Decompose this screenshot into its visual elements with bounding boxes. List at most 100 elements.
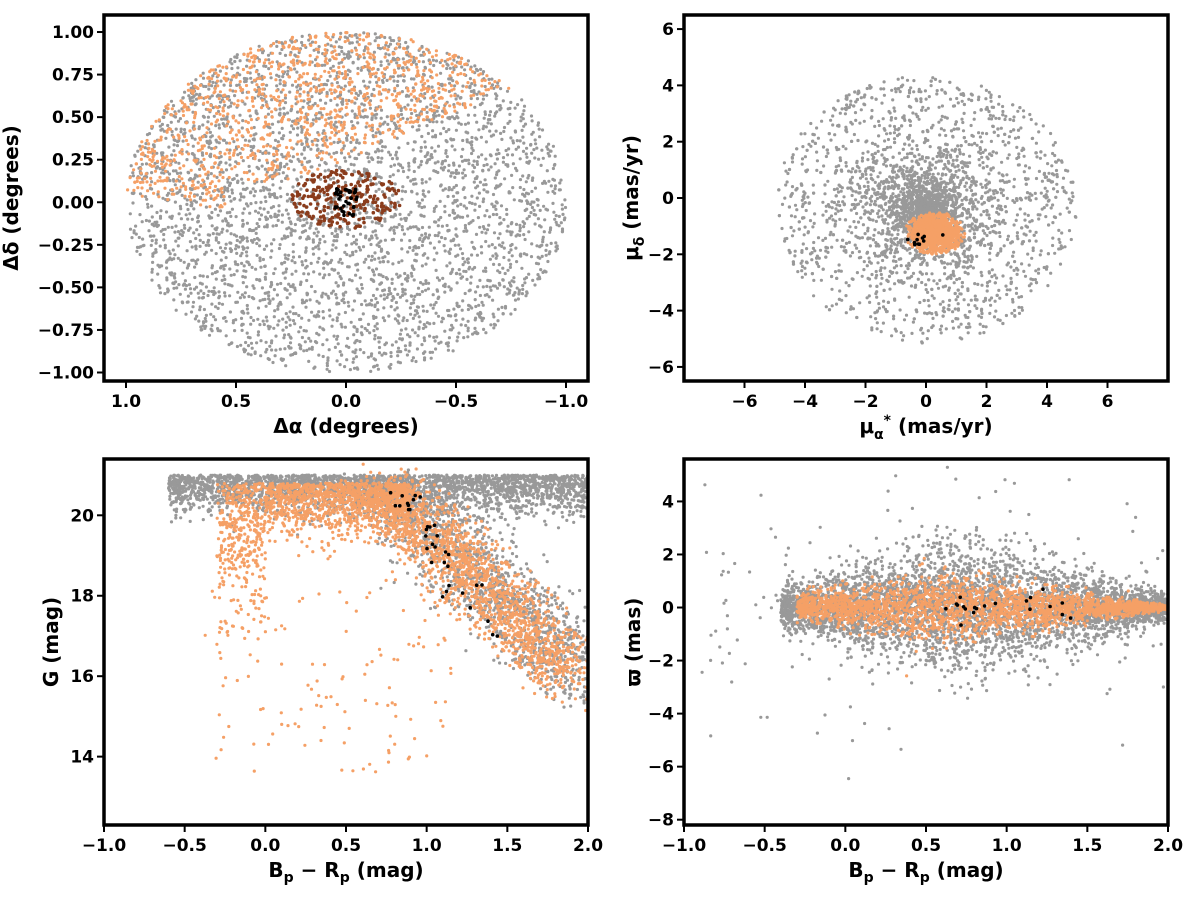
field-star	[300, 143, 303, 146]
member-star	[336, 161, 339, 164]
member-star	[297, 140, 300, 143]
member-star	[146, 139, 149, 142]
field-star	[347, 168, 350, 171]
member-star	[303, 44, 306, 47]
field-star	[325, 338, 328, 341]
field-star	[462, 336, 465, 339]
member-star	[367, 42, 370, 45]
field-star	[289, 220, 292, 223]
field-star	[376, 322, 379, 325]
field-star	[423, 350, 426, 353]
member-star	[277, 95, 280, 98]
field-star	[288, 292, 291, 295]
field-star	[342, 292, 345, 295]
field-star	[214, 124, 217, 127]
field-star	[229, 310, 232, 313]
field-star	[309, 148, 312, 151]
field-star	[179, 259, 182, 262]
field-star	[497, 169, 500, 172]
member-star	[437, 82, 440, 85]
field-star	[246, 240, 249, 243]
field-star	[230, 78, 233, 81]
field-star	[412, 77, 415, 80]
field-star	[553, 164, 556, 167]
field-star	[155, 211, 158, 214]
high-probability-member	[330, 184, 334, 188]
field-star	[252, 187, 255, 190]
member-star	[233, 102, 236, 105]
field-star	[335, 164, 338, 167]
field-star	[470, 152, 473, 155]
field-star	[206, 241, 209, 244]
field-star	[142, 244, 145, 247]
field-star	[449, 175, 452, 178]
field-star	[235, 252, 238, 255]
field-star	[409, 179, 412, 182]
member-star	[181, 152, 184, 155]
field-star	[233, 233, 236, 236]
field-star	[467, 261, 470, 264]
field-star	[262, 258, 265, 261]
field-star	[469, 77, 472, 80]
field-star	[384, 239, 387, 242]
member-star	[275, 173, 278, 176]
field-star	[252, 229, 255, 232]
member-star	[205, 131, 208, 134]
field-star	[446, 155, 449, 158]
field-star	[421, 198, 424, 201]
field-star	[522, 109, 525, 112]
member-star	[219, 90, 222, 93]
high-probability-member	[358, 203, 362, 207]
member-star	[364, 133, 367, 136]
field-star	[274, 349, 277, 352]
field-star	[288, 217, 291, 220]
member-star	[257, 93, 260, 96]
member-star	[413, 104, 416, 107]
member-star	[453, 105, 456, 108]
field-star	[512, 162, 515, 165]
field-star	[236, 53, 239, 56]
field-star	[518, 224, 521, 227]
member-star	[271, 116, 274, 119]
member-star	[292, 64, 295, 67]
field-star	[422, 60, 425, 63]
field-star	[501, 278, 504, 281]
member-star	[381, 71, 384, 74]
spatial-xlabel: Δα (degrees)	[273, 414, 419, 438]
field-star	[246, 204, 249, 207]
field-star	[426, 257, 429, 260]
field-star	[235, 215, 238, 218]
field-star	[201, 123, 204, 126]
field-star	[207, 88, 210, 91]
field-star	[301, 336, 304, 339]
field-star	[233, 273, 236, 276]
field-star	[150, 279, 153, 282]
field-star	[172, 248, 175, 251]
field-star	[375, 36, 378, 39]
field-star	[544, 249, 547, 252]
y-tick-label: 0.00	[52, 193, 94, 213]
field-star	[387, 260, 390, 263]
member-star	[202, 135, 205, 138]
field-star	[210, 216, 213, 219]
member-star	[135, 162, 138, 165]
member-star	[315, 154, 318, 157]
field-star	[193, 176, 196, 179]
member-star	[239, 80, 242, 83]
field-star	[399, 333, 402, 336]
field-star	[179, 130, 182, 133]
high-probability-member	[313, 178, 317, 182]
field-star	[283, 112, 286, 115]
field-star	[423, 358, 426, 361]
field-star	[251, 241, 254, 244]
field-star	[453, 148, 456, 151]
field-star	[455, 302, 458, 305]
x-tick-label: 0.5	[221, 392, 251, 412]
field-star	[481, 319, 484, 322]
field-star	[223, 316, 226, 319]
field-star	[198, 308, 201, 311]
field-star	[229, 105, 232, 108]
field-star	[410, 190, 413, 193]
field-star	[225, 141, 228, 144]
field-star	[207, 244, 210, 247]
